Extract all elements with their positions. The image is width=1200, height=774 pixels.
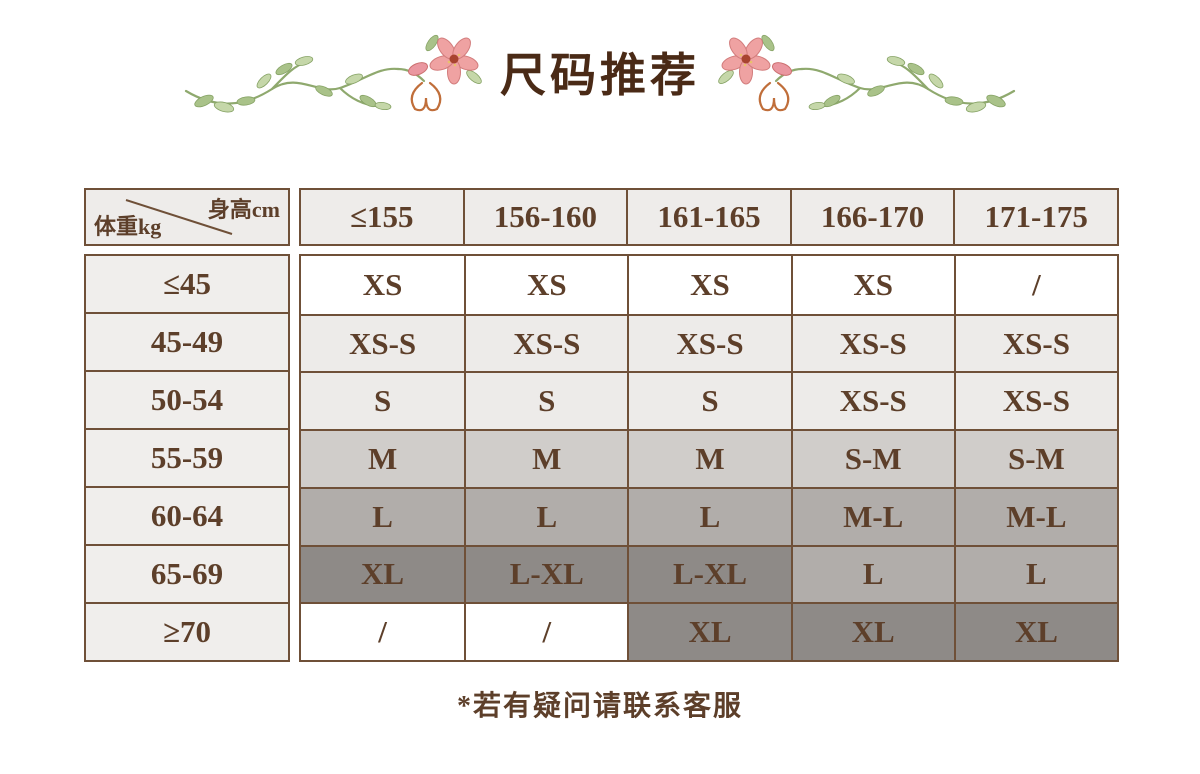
title-band: 尺码推荐 xyxy=(0,16,1200,128)
size-cell: M xyxy=(301,429,465,487)
size-cell: L xyxy=(953,544,1117,603)
size-cell: S xyxy=(464,371,628,430)
size-cell: L-XL xyxy=(464,544,628,603)
row-label: 55-59 xyxy=(86,428,288,486)
size-cell: L-XL xyxy=(627,544,791,603)
row-label: ≤45 xyxy=(162,266,211,301)
column-header: 156-160 xyxy=(462,190,627,244)
weight-axis-label: 体重kg xyxy=(94,214,162,239)
size-cell: XS-S xyxy=(627,313,791,372)
vine-stem xyxy=(184,60,426,108)
size-cell: S xyxy=(627,371,791,430)
row-label: 45-49 xyxy=(86,312,288,370)
flower-bud-icon xyxy=(408,62,428,76)
size-cell: L xyxy=(627,486,791,545)
size-cell: XS-S xyxy=(790,313,954,372)
footer-note: *若有疑问请联系客服 xyxy=(456,691,743,722)
ribbon-icon xyxy=(410,81,442,112)
size-cell: / xyxy=(953,256,1117,314)
size-cell: S xyxy=(301,371,465,430)
vine-leaves xyxy=(194,34,482,113)
size-cell: / xyxy=(464,602,628,660)
size-cell: / xyxy=(301,602,465,660)
size-cell: XS-S xyxy=(301,313,465,372)
size-cell: L xyxy=(464,486,628,545)
size-cell: L xyxy=(301,486,465,545)
size-cell: M-L xyxy=(790,486,954,545)
row-label: 60-64 xyxy=(86,486,288,544)
size-cell: XS xyxy=(790,256,954,314)
size-cell: S-M xyxy=(790,429,954,487)
column-header: 161-165 xyxy=(626,190,790,244)
column-header: 166-170 xyxy=(789,190,954,244)
diagonal-divider xyxy=(125,199,233,235)
size-cell: M xyxy=(464,429,628,487)
size-cell: XS-S xyxy=(464,313,628,372)
size-cell: XL xyxy=(790,602,954,660)
row-label: 65-69 xyxy=(86,544,288,602)
row-label: 50-54 xyxy=(86,370,288,428)
size-cell: XS-S xyxy=(790,371,954,430)
size-cell: XS-S xyxy=(953,371,1117,430)
size-cell: XS xyxy=(464,256,628,314)
size-cell: M xyxy=(627,429,791,487)
weight-label-column: ≤45 45-49 50-54 55-59 60-64 65-69 ≥70 xyxy=(84,254,290,662)
size-cell: M-L xyxy=(953,486,1117,545)
floral-vine-right-icon xyxy=(718,34,1016,113)
size-cell: XL xyxy=(953,602,1117,660)
column-header: ≤155 xyxy=(350,199,414,234)
size-grid: XS XS XS XS / XS-S XS-S XS-S XS-S XS-S S… xyxy=(299,254,1119,662)
size-cell: S-M xyxy=(953,429,1117,487)
page-title: 尺码推荐 xyxy=(500,50,700,101)
height-axis-label: 身高cm xyxy=(207,197,280,222)
size-cell: L xyxy=(790,544,954,603)
height-header-row: ≤155 156-160 161-165 166-170 171-175 xyxy=(299,188,1119,246)
size-cell: XL xyxy=(301,544,465,603)
table-corner-cell: 身高cm 体重kg xyxy=(84,188,290,246)
size-cell: XS-S xyxy=(953,313,1117,372)
column-header: 171-175 xyxy=(953,190,1117,244)
size-cell: XS xyxy=(301,256,465,314)
size-cell: XS xyxy=(627,256,791,314)
row-label: ≥70 xyxy=(86,602,288,660)
size-cell: XL xyxy=(627,602,791,660)
floral-vine-left-icon xyxy=(184,34,482,113)
flower-icon xyxy=(429,37,479,85)
